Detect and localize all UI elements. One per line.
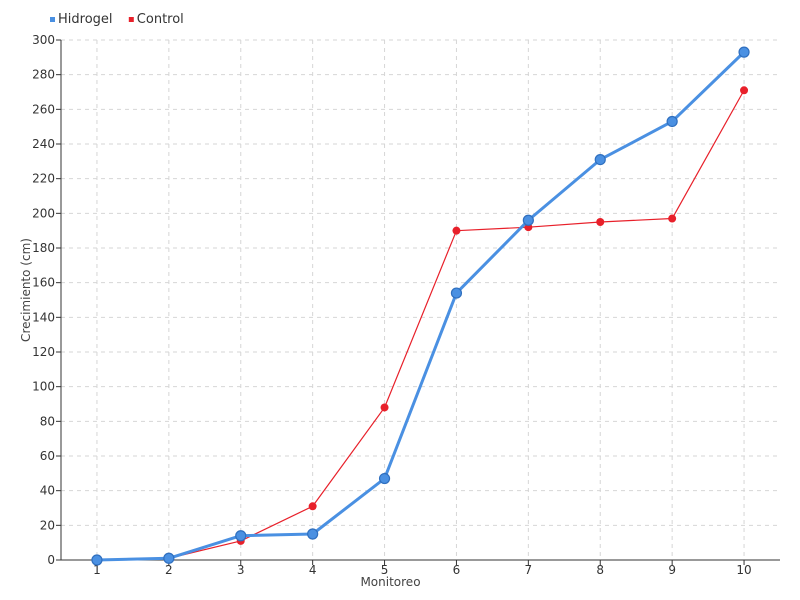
series-control xyxy=(92,86,749,564)
legend-label: Hidrogel xyxy=(58,12,113,27)
data-point-control[interactable] xyxy=(596,218,605,226)
y-axis-title: Crecimiento (cm) xyxy=(19,238,33,342)
legend-item-hidrogel[interactable]: Hidrogel xyxy=(50,12,113,27)
data-point-hidrogel[interactable] xyxy=(235,530,247,542)
y-tick-label: 0 xyxy=(47,553,55,567)
x-axis-title: Monitoreo xyxy=(360,575,420,589)
data-point-hidrogel[interactable] xyxy=(163,552,175,564)
data-point-hidrogel[interactable] xyxy=(91,554,103,566)
x-tick-label: 10 xyxy=(736,563,751,577)
data-point-control[interactable] xyxy=(668,214,677,223)
x-tick-label: 5 xyxy=(381,563,389,577)
y-tick-label: 80 xyxy=(40,414,55,428)
x-tick-label: 9 xyxy=(668,563,676,577)
legend-swatch xyxy=(128,17,134,22)
x-tick-label: 8 xyxy=(596,563,604,577)
data-point-hidrogel[interactable] xyxy=(378,472,391,485)
data-point-hidrogel[interactable] xyxy=(594,154,606,166)
series-line-control xyxy=(96,89,745,561)
data-point-hidrogel[interactable] xyxy=(738,46,750,58)
legend: Hidrogel Control xyxy=(50,12,184,27)
data-point-control[interactable] xyxy=(452,226,461,235)
y-tick-label: 20 xyxy=(40,518,55,532)
y-tick-label: 260 xyxy=(32,102,55,116)
legend-item-control[interactable]: Control xyxy=(128,12,184,27)
y-tick-label: 120 xyxy=(32,345,55,359)
y-tick-label: 100 xyxy=(32,380,55,394)
y-tick-label: 280 xyxy=(32,68,55,82)
data-point-hidrogel[interactable] xyxy=(522,214,534,226)
x-tick-label: 7 xyxy=(525,563,533,577)
data-point-hidrogel[interactable] xyxy=(666,115,678,128)
series-group xyxy=(91,46,750,566)
x-tick-label: 3 xyxy=(237,563,245,577)
x-tick-label: 1 xyxy=(93,563,101,577)
y-tick-label: 60 xyxy=(40,449,55,463)
legend-swatch xyxy=(50,17,55,22)
data-point-control[interactable] xyxy=(308,502,317,511)
axes: 0 20 40 60 80 100 120 140 160 180 200 220 240 260 280 3… xyxy=(32,33,780,577)
data-point-hidrogel[interactable] xyxy=(450,287,463,299)
data-point-control[interactable] xyxy=(380,403,389,412)
y-tick-label: 180 xyxy=(32,241,55,255)
y-tick-label: 240 xyxy=(32,137,55,151)
x-tick-label: 4 xyxy=(309,563,317,577)
series-line-hidrogel xyxy=(96,51,746,562)
y-tick-label: 140 xyxy=(32,310,55,324)
legend-label: Control xyxy=(137,12,184,27)
y-tick-label: 160 xyxy=(32,276,55,290)
y-tick-label: 220 xyxy=(32,172,55,186)
data-point-control[interactable] xyxy=(740,86,749,95)
y-tick-label: 200 xyxy=(32,206,55,220)
x-tick-label: 6 xyxy=(453,563,461,577)
series-hidrogel xyxy=(91,46,750,566)
x-tick-label: 2 xyxy=(165,563,173,577)
data-point-hidrogel[interactable] xyxy=(307,528,319,540)
y-tick-label: 40 xyxy=(40,484,55,498)
y-tick-label: 300 xyxy=(32,33,55,47)
